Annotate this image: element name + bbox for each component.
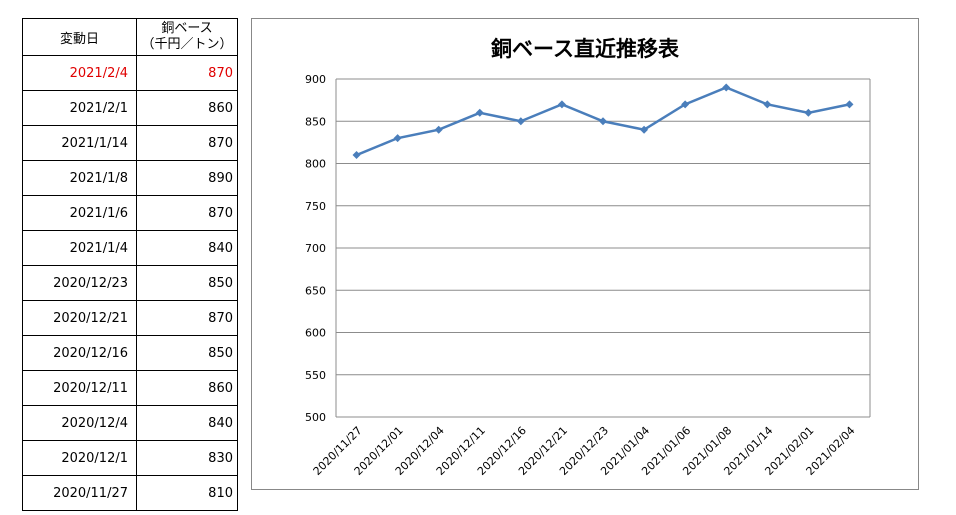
data-point [475, 108, 484, 117]
row-value: 860 [208, 380, 233, 396]
table-row: 2021/1/8 890 [23, 161, 237, 196]
line-chart: 5005506006507007508008509002020/11/27202… [305, 73, 871, 478]
row-date: 2021/1/6 [23, 196, 137, 230]
row-value: 870 [208, 310, 233, 326]
table-row: 2020/12/1 830 [23, 441, 237, 476]
header-value-line2: （千円／トン） [141, 37, 233, 52]
row-date: 2020/12/1 [23, 441, 137, 475]
price-table: 変動日 銅ベース （千円／トン） 2021/2/4 870 2021/2/1 860 2… [22, 18, 238, 511]
data-point [516, 117, 525, 126]
row-date: 2020/12/4 [23, 406, 137, 440]
table-row: 2020/12/4 840 [23, 406, 237, 441]
data-point [352, 151, 361, 160]
y-tick-label: 800 [305, 158, 326, 171]
y-tick-label: 600 [305, 327, 326, 340]
row-date: 2021/1/8 [23, 161, 137, 195]
row-date: 2020/12/21 [23, 301, 137, 335]
table-row: 2021/2/4 870 [23, 56, 237, 91]
header-date: 変動日 [23, 19, 137, 55]
y-tick-label: 750 [305, 200, 326, 213]
row-value: 850 [208, 345, 233, 361]
chart-frame: 銅ベース直近推移表 500 550 600 650 700 750 800 850 900 202… [251, 18, 919, 490]
table-body: 2021/2/4 870 2021/2/1 860 2021/1/14 870 2021/1… [23, 56, 237, 510]
row-date: 2021/1/4 [23, 231, 137, 265]
y-tick-label: 650 [305, 284, 326, 297]
y-tick-label: 700 [305, 242, 326, 255]
row-date: 2020/12/16 [23, 336, 137, 370]
table-row: 2021/1/6 870 [23, 196, 237, 231]
row-value: 840 [208, 415, 233, 431]
header-value: 銅ベース （千円／トン） [137, 19, 237, 55]
data-point [434, 125, 443, 134]
table-row: 2020/12/21 870 [23, 301, 237, 336]
row-value: 840 [208, 240, 233, 256]
table-row: 2020/11/27 810 [23, 476, 237, 510]
row-value: 870 [208, 65, 233, 81]
y-tick-label: 850 [305, 115, 326, 128]
y-tick-label: 500 [305, 411, 326, 424]
y-tick-label: 900 [305, 73, 326, 86]
row-date: 2020/12/11 [23, 371, 137, 405]
header-value-line1: 銅ベース [161, 21, 213, 36]
data-point [763, 100, 772, 109]
row-value: 870 [208, 135, 233, 151]
row-value: 890 [208, 170, 233, 186]
table-row: 2020/12/11 860 [23, 371, 237, 406]
row-value: 870 [208, 205, 233, 221]
row-date: 2021/2/4 [23, 56, 137, 90]
table-row: 2020/12/16 850 [23, 336, 237, 371]
y-tick-label: 550 [305, 369, 326, 382]
data-point [804, 108, 813, 117]
data-point [599, 117, 607, 126]
table-row: 2021/1/14 870 [23, 126, 237, 161]
table-row: 2021/2/1 860 [23, 91, 237, 126]
table-row: 2021/1/4 840 [23, 231, 237, 266]
row-value: 810 [208, 485, 233, 501]
data-point [722, 83, 731, 92]
table-row: 2020/12/23 850 [23, 266, 237, 301]
row-value: 830 [208, 450, 233, 466]
row-date: 2021/2/1 [23, 91, 137, 125]
chart-title: 銅ベース直近推移表 [491, 37, 679, 61]
data-point [557, 100, 566, 109]
data-point [393, 134, 402, 143]
row-value: 860 [208, 100, 233, 116]
data-point [640, 125, 649, 134]
table-header-row: 変動日 銅ベース （千円／トン） [23, 19, 237, 56]
row-date: 2020/11/27 [23, 476, 137, 510]
row-value: 850 [208, 275, 233, 291]
row-date: 2021/1/14 [23, 126, 137, 160]
data-point [681, 100, 690, 109]
row-date: 2020/12/23 [23, 266, 137, 300]
data-point [845, 100, 854, 109]
